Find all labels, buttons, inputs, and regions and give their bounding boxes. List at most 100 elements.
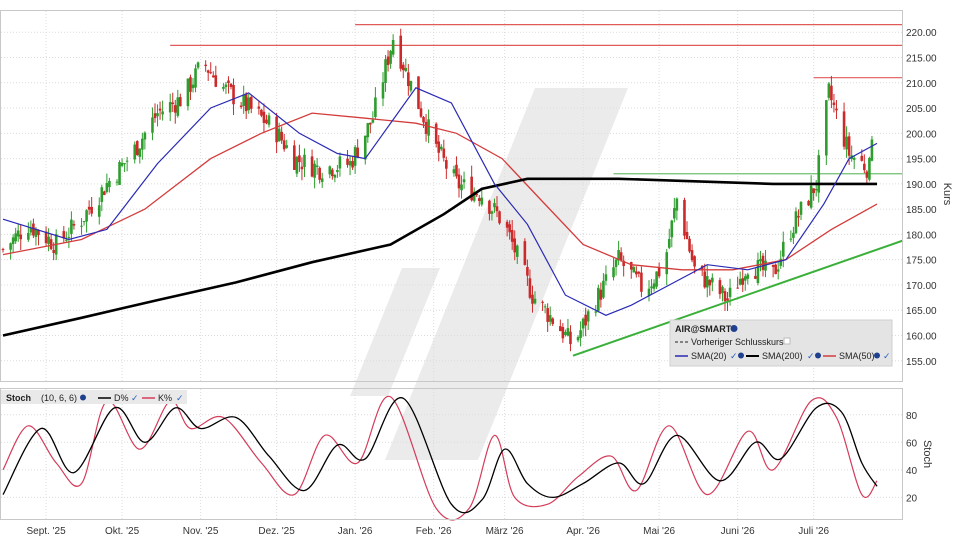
candle-body [652, 283, 656, 289]
candle-body [508, 224, 511, 233]
legend-sma50-settings-icon[interactable] [874, 352, 880, 359]
candle-body [34, 228, 38, 238]
candle-body [675, 198, 679, 211]
candle-body [424, 121, 428, 134]
candle-body [814, 189, 818, 191]
candle-body [206, 70, 210, 73]
candle-body [445, 160, 448, 169]
candle-body [277, 128, 281, 142]
candle-body [72, 223, 76, 226]
candle-body [708, 280, 712, 286]
price-tick-label: 220.00 [906, 28, 937, 39]
candle-body [315, 165, 319, 167]
candle-body [612, 267, 615, 278]
price-tick-label: 175.00 [906, 256, 937, 267]
candle-body [493, 203, 496, 208]
stoch-k-check-icon[interactable]: ✓ [176, 393, 184, 403]
price-tick-label: 170.00 [906, 281, 937, 292]
month-label: Dez. '25 [258, 526, 295, 537]
legend-settings-icon[interactable] [730, 325, 738, 332]
candle-body [480, 197, 484, 205]
candle-body [374, 97, 377, 118]
candle-body [348, 161, 352, 166]
candle-body [498, 211, 501, 224]
legend-sma200: SMA(200) [762, 351, 803, 361]
legend-sma20-settings-icon[interactable] [738, 352, 744, 359]
price-panel-frame [0, 10, 903, 382]
candle-body [222, 86, 225, 89]
month-label: Juli '26 [798, 526, 829, 537]
candle-body [313, 163, 316, 178]
candle-body [363, 135, 367, 160]
legend-sma20-check-icon[interactable]: ✓ [730, 351, 738, 361]
candle-body [16, 230, 20, 237]
candle-body [404, 67, 408, 72]
candle-body [265, 119, 268, 124]
candle-body [452, 169, 456, 174]
candle-body [488, 200, 491, 214]
candle-body [475, 193, 479, 196]
candle-body [665, 252, 669, 275]
stoch-header: Stoch (10, 6, 6) D% ✓ K% ✓ [1, 390, 187, 404]
candle-body [546, 308, 549, 322]
candle-body [632, 267, 636, 273]
candle-body [505, 221, 509, 228]
candle-body [105, 183, 109, 192]
candle-body [419, 108, 423, 117]
candle-body [586, 311, 590, 322]
price-tick-label: 180.00 [906, 230, 937, 241]
candle-body [774, 264, 777, 275]
stoch-settings-icon[interactable] [80, 394, 86, 401]
candle-body [356, 147, 359, 158]
candle-body [133, 144, 137, 160]
candle-body [242, 94, 245, 106]
legend-sma200-settings-icon[interactable] [815, 352, 821, 359]
candle-body [260, 109, 263, 116]
candle-body [470, 176, 473, 201]
candle-body [32, 223, 35, 236]
legend-sma50-check-icon[interactable]: ✓ [883, 351, 891, 361]
candle-body [27, 232, 30, 240]
candle-body [738, 278, 742, 285]
candle-body [90, 206, 93, 214]
candle-body [346, 158, 349, 165]
candle-body [70, 219, 73, 234]
candlesticks [1, 28, 874, 352]
candle-body [564, 331, 567, 335]
candle-body [11, 237, 15, 245]
stoch-d-check-icon[interactable]: ✓ [131, 393, 139, 403]
candle-body [723, 291, 727, 302]
candle-body [196, 62, 200, 68]
sma200-line [2, 177, 877, 337]
candle-body [366, 123, 370, 138]
candle-body [541, 301, 544, 303]
candle-body [437, 141, 441, 153]
candle-body [100, 187, 104, 202]
candle-body [29, 227, 33, 233]
candle-body [115, 181, 119, 183]
candle-body [407, 72, 410, 87]
candle-body [19, 234, 23, 240]
candle-body [655, 271, 658, 287]
candle-body [156, 113, 159, 117]
stoch-panel-frame [0, 388, 903, 520]
candle-body [49, 239, 53, 250]
candle-body [141, 138, 144, 150]
candle-body [543, 306, 547, 308]
candle-body [614, 259, 618, 267]
candle-body [85, 210, 88, 222]
candle-body [865, 171, 869, 178]
candle-body [384, 59, 387, 84]
candle-body [599, 289, 603, 300]
legend-prev-close-toggle[interactable] [783, 337, 791, 345]
candle-body [9, 243, 12, 250]
price-tick-label: 215.00 [906, 53, 937, 64]
candle-body [863, 163, 866, 171]
candle-body [401, 64, 405, 71]
candle-body [472, 191, 476, 201]
legend-sma200-check-icon[interactable]: ✓ [807, 351, 815, 361]
candle-body [759, 258, 762, 262]
candle-body [604, 274, 608, 281]
candle-body [548, 315, 552, 322]
candle-body [673, 208, 676, 219]
